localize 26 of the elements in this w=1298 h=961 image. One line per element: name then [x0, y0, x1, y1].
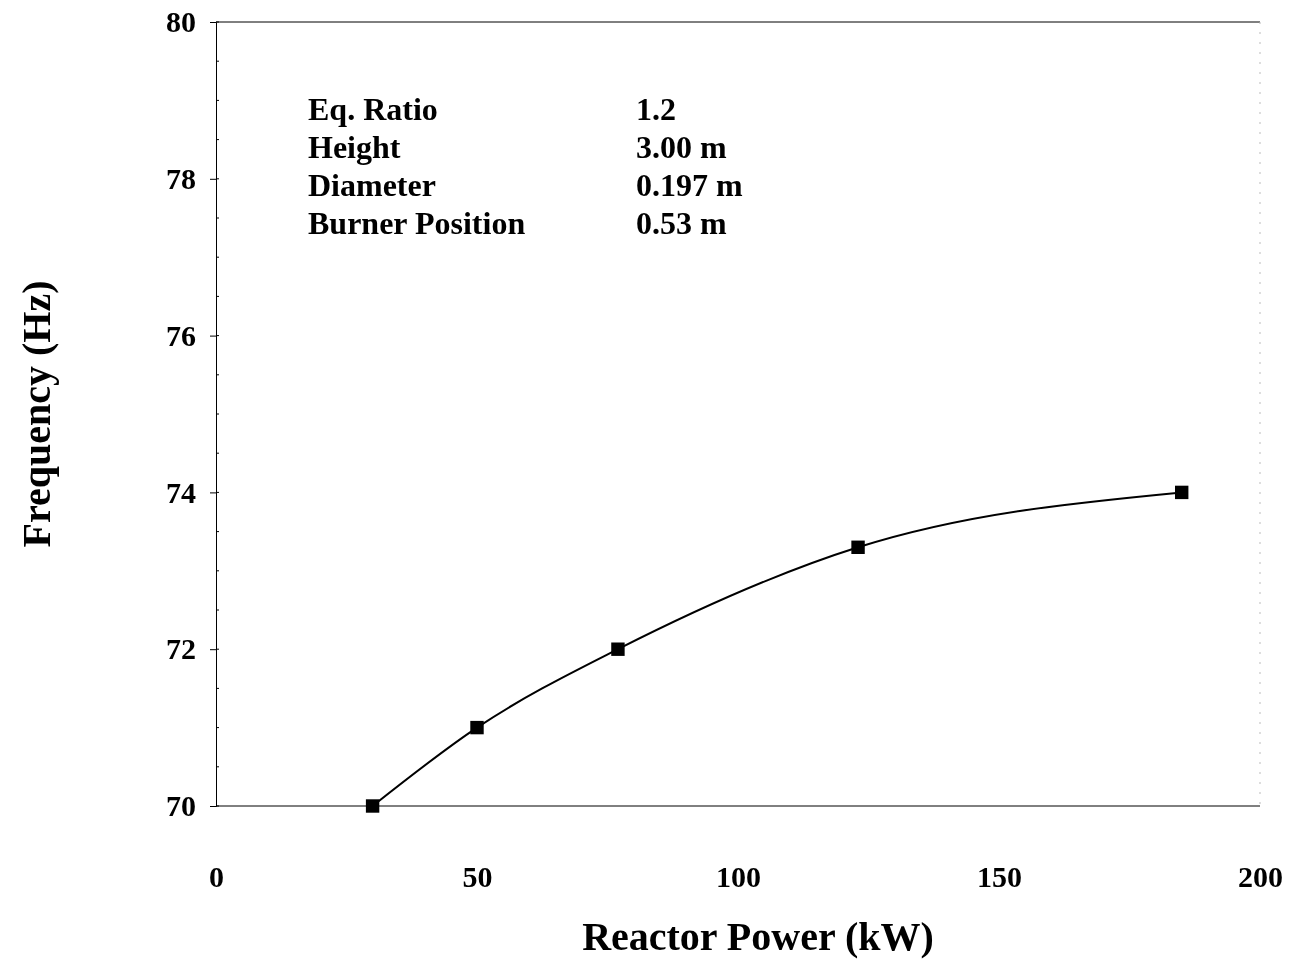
y-tick-label: 74	[166, 475, 196, 509]
annotation: 0.53 m	[636, 205, 727, 241]
x-tick-label: 150	[977, 860, 1022, 894]
annotation: 3.00 m	[636, 129, 727, 165]
y-axis-title: Frequency (Hz)	[14, 280, 59, 548]
annotation: Eq. Ratio	[308, 91, 438, 127]
point	[1174, 485, 1189, 500]
x-tick-label: 0	[209, 860, 224, 894]
annotation: 0.197 m	[636, 167, 743, 203]
annotation: Diameter	[308, 167, 436, 203]
annotation: 1.2	[636, 91, 676, 127]
x-axis-title: Reactor Power (kW)	[582, 914, 934, 959]
y-tick-label: 70	[166, 789, 196, 823]
y-tick-label: 72	[166, 632, 196, 666]
annotation: Burner Position	[308, 205, 526, 241]
x-tick-label: 100	[716, 860, 761, 894]
point	[365, 799, 380, 813]
point	[611, 642, 625, 656]
y-tick-label: 76	[166, 318, 196, 352]
y-tick-label: 78	[166, 161, 196, 195]
x-tick-label: 200	[1238, 860, 1283, 894]
y-tick-label: 80	[166, 5, 196, 39]
annotation: Height	[308, 129, 401, 165]
point	[470, 720, 484, 735]
x-tick-label: 50	[462, 860, 493, 894]
point	[851, 540, 865, 554]
